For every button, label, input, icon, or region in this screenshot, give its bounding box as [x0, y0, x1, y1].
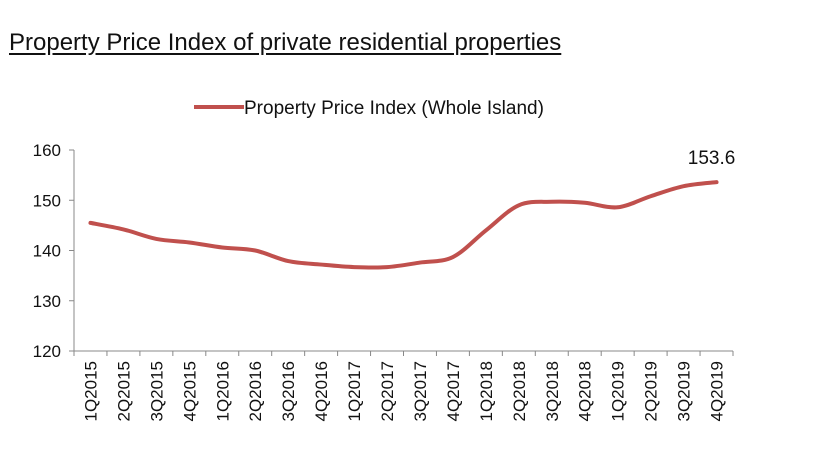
x-tick-label: 2Q2015	[114, 361, 133, 422]
x-tick-label: 3Q2017	[411, 361, 430, 422]
x-tick-label: 4Q2016	[312, 361, 331, 422]
x-tick-label: 3Q2019	[675, 361, 694, 422]
legend-label: Property Price Index (Whole Island)	[244, 98, 544, 119]
x-tick-label: 3Q2015	[147, 361, 166, 422]
x-tick-label: 4Q2015	[180, 361, 199, 422]
x-tick-label: 2Q2018	[510, 361, 529, 422]
x-tick-label: 1Q2017	[345, 361, 364, 422]
x-tick-label: 1Q2016	[213, 361, 232, 422]
chart-title: Property Price Index of private resident…	[9, 29, 562, 56]
x-tick-label: 2Q2017	[378, 361, 397, 422]
y-tick-label: 120	[33, 342, 61, 361]
y-tick-label: 150	[33, 191, 61, 210]
x-tick-label: 1Q2018	[477, 361, 496, 422]
y-tick-label: 130	[33, 292, 61, 311]
x-tick-label: 4Q2019	[708, 361, 727, 422]
x-tick-label: 2Q2016	[246, 361, 265, 422]
series-line-property-price-index	[88, 180, 719, 270]
x-tick-label: 1Q2015	[81, 361, 100, 422]
y-tick-label: 160	[33, 141, 61, 160]
data-label-last-value: 153.6	[688, 148, 736, 169]
x-tick-label: 2Q2019	[642, 361, 661, 422]
x-tick-label: 3Q2016	[279, 361, 298, 422]
x-tick-label: 1Q2019	[609, 361, 628, 422]
y-tick-label: 140	[33, 242, 61, 261]
x-tick-label: 4Q2017	[444, 361, 463, 422]
x-tick-label: 4Q2018	[576, 361, 595, 422]
x-tick-label: 3Q2018	[543, 361, 562, 422]
